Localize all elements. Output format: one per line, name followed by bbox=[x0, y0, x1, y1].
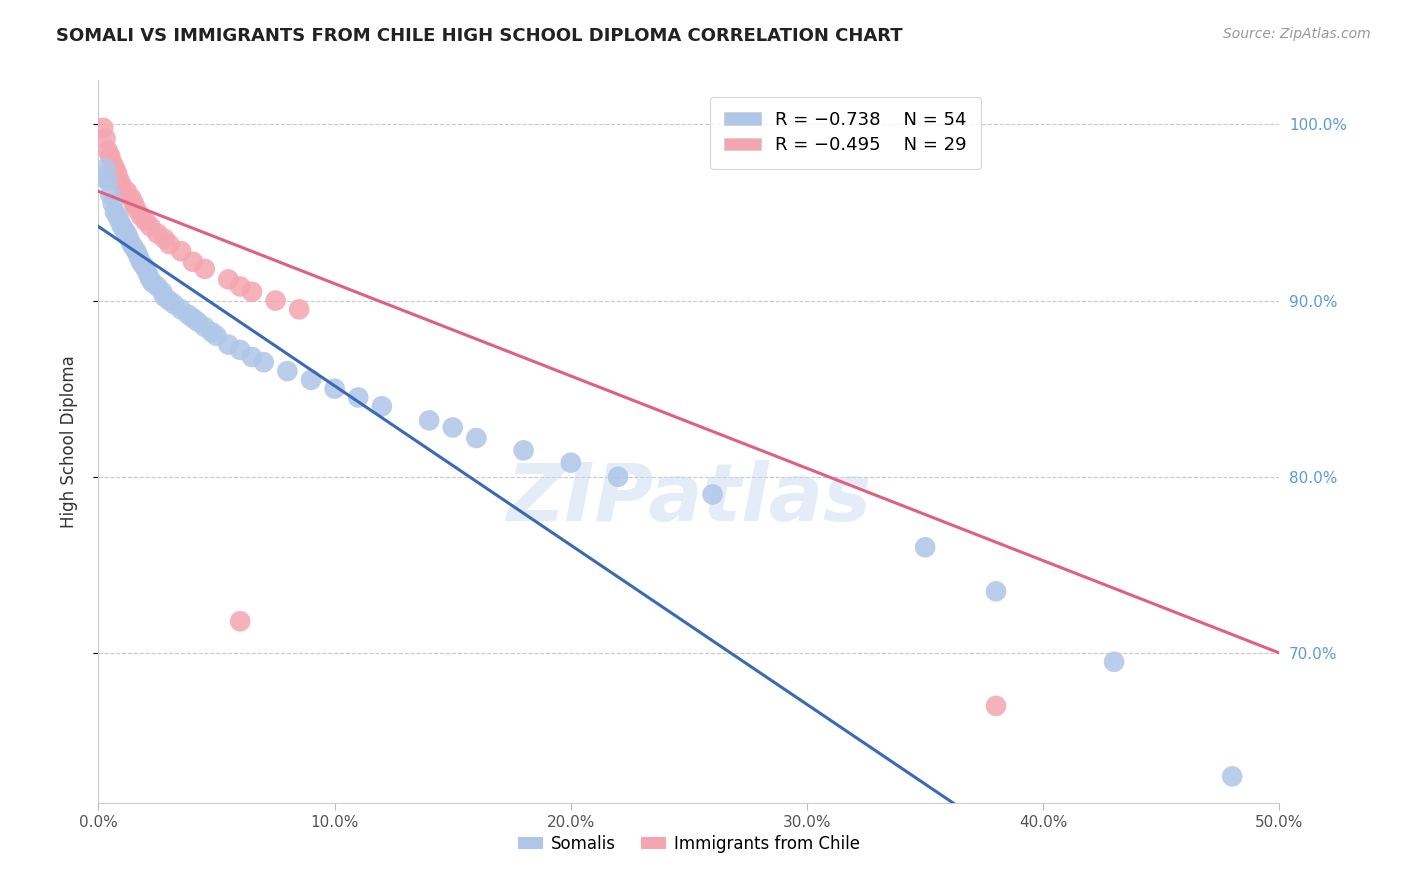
Point bbox=[128, 250, 150, 264]
Point bbox=[187, 315, 209, 329]
Point bbox=[194, 320, 217, 334]
Point bbox=[101, 196, 124, 211]
Point bbox=[914, 541, 936, 555]
Point bbox=[371, 399, 394, 413]
Text: ZIPatlas: ZIPatlas bbox=[506, 460, 872, 539]
Point bbox=[299, 373, 322, 387]
Point bbox=[607, 470, 630, 484]
Point bbox=[115, 184, 138, 198]
Point bbox=[122, 241, 145, 255]
Point bbox=[121, 191, 143, 205]
Point bbox=[104, 161, 127, 176]
Point bbox=[177, 308, 200, 322]
Point bbox=[347, 391, 370, 405]
Point bbox=[146, 279, 169, 293]
Point bbox=[112, 223, 135, 237]
Point bbox=[163, 297, 186, 311]
Point bbox=[1220, 769, 1243, 783]
Point bbox=[105, 167, 128, 181]
Point bbox=[125, 244, 148, 259]
Point bbox=[129, 254, 152, 268]
Point bbox=[170, 302, 193, 317]
Text: Source: ZipAtlas.com: Source: ZipAtlas.com bbox=[1223, 27, 1371, 41]
Point bbox=[201, 326, 224, 340]
Point bbox=[111, 179, 134, 194]
Point bbox=[97, 144, 120, 158]
Point bbox=[240, 350, 263, 364]
Point bbox=[142, 276, 165, 290]
Point bbox=[139, 219, 162, 234]
Point bbox=[1102, 655, 1125, 669]
Point bbox=[323, 382, 346, 396]
Point bbox=[170, 244, 193, 259]
Text: SOMALI VS IMMIGRANTS FROM CHILE HIGH SCHOOL DIPLOMA CORRELATION CHART: SOMALI VS IMMIGRANTS FROM CHILE HIGH SCH… bbox=[56, 27, 903, 45]
Point bbox=[135, 214, 157, 228]
Point bbox=[157, 293, 180, 308]
Point bbox=[104, 205, 127, 219]
Point bbox=[91, 170, 114, 185]
Point bbox=[229, 615, 252, 629]
Point bbox=[101, 156, 124, 170]
Point bbox=[984, 698, 1007, 713]
Point bbox=[91, 120, 114, 135]
Point bbox=[108, 174, 131, 188]
Legend: Somalis, Immigrants from Chile: Somalis, Immigrants from Chile bbox=[510, 828, 868, 860]
Point bbox=[98, 187, 121, 202]
Point bbox=[153, 290, 176, 304]
Point bbox=[115, 227, 138, 241]
Point bbox=[702, 487, 724, 501]
Point bbox=[984, 584, 1007, 599]
Point bbox=[139, 272, 162, 286]
Point bbox=[136, 267, 159, 281]
Point bbox=[157, 237, 180, 252]
Point bbox=[512, 443, 534, 458]
Point bbox=[229, 343, 252, 357]
Point bbox=[418, 413, 440, 427]
Point bbox=[217, 337, 239, 351]
Point bbox=[129, 209, 152, 223]
Point bbox=[135, 261, 157, 276]
Point bbox=[94, 161, 117, 176]
Point bbox=[118, 232, 141, 246]
Point bbox=[229, 279, 252, 293]
Point bbox=[253, 355, 276, 369]
Point bbox=[98, 149, 121, 163]
Point bbox=[105, 209, 128, 223]
Point bbox=[150, 285, 173, 299]
Point bbox=[441, 420, 464, 434]
Point bbox=[288, 302, 311, 317]
Point bbox=[217, 272, 239, 286]
Point bbox=[125, 202, 148, 216]
Point bbox=[108, 214, 131, 228]
Point bbox=[121, 237, 143, 252]
Point bbox=[194, 261, 217, 276]
Point bbox=[181, 254, 204, 268]
Point bbox=[205, 328, 228, 343]
Point bbox=[560, 456, 582, 470]
Point bbox=[240, 285, 263, 299]
Y-axis label: High School Diploma: High School Diploma bbox=[59, 355, 77, 528]
Point bbox=[264, 293, 287, 308]
Point bbox=[181, 311, 204, 326]
Point bbox=[94, 131, 117, 145]
Point bbox=[122, 196, 145, 211]
Point bbox=[146, 227, 169, 241]
Point bbox=[276, 364, 298, 378]
Point bbox=[97, 174, 120, 188]
Point bbox=[153, 232, 176, 246]
Point bbox=[465, 431, 488, 445]
Point bbox=[111, 219, 134, 234]
Point bbox=[132, 258, 155, 272]
